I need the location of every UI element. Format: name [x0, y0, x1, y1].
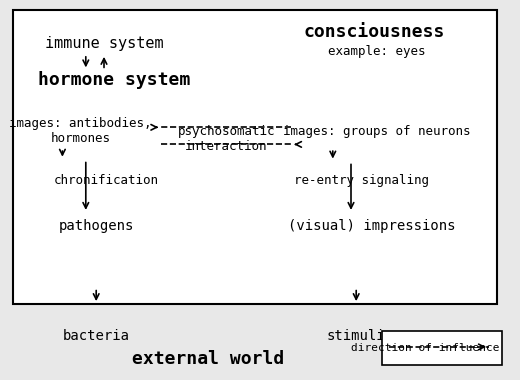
Text: (visual) impressions: (visual) impressions	[288, 219, 456, 233]
Bar	[13, 10, 497, 304]
Text: images: antibodies,
hormones: images: antibodies, hormones	[9, 117, 152, 145]
Text: external world: external world	[132, 350, 284, 368]
Bar	[382, 331, 502, 365]
Text: bacteria: bacteria	[63, 329, 129, 343]
Text: re-entry signaling: re-entry signaling	[294, 174, 429, 187]
Text: stimuli: stimuli	[327, 329, 385, 343]
Text: consciousness: consciousness	[304, 23, 445, 41]
Text: hormone system: hormone system	[38, 71, 190, 89]
Text: images: groups of neurons: images: groups of neurons	[283, 125, 471, 138]
Text: direction of influence: direction of influence	[350, 344, 499, 353]
Text: pathogens: pathogens	[59, 219, 134, 233]
Text: immune system: immune system	[45, 36, 163, 51]
Text: example: eyes: example: eyes	[328, 45, 425, 58]
Text: psychosomatic
interaction: psychosomatic interaction	[177, 125, 275, 153]
Text: chronification: chronification	[54, 174, 159, 187]
